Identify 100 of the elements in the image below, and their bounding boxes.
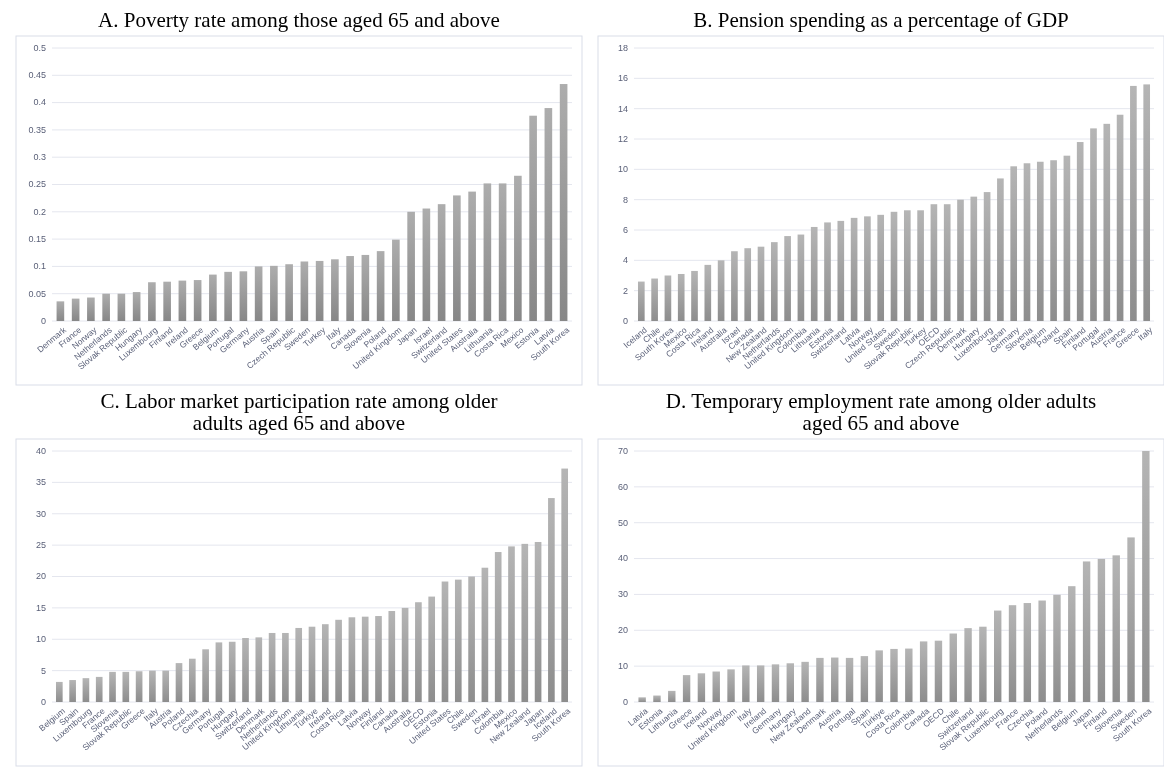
bar [483,183,492,321]
bar [704,264,712,321]
y-tick-label: 14 [617,103,628,114]
bar [348,617,356,702]
bar [638,697,646,702]
bar [300,261,309,321]
bar [1050,160,1057,321]
bar [254,266,263,321]
bar [109,671,116,702]
bar [744,248,752,321]
bar [508,546,515,702]
y-tick-label: 70 [617,445,628,456]
bar [242,638,249,702]
bar [270,265,278,321]
y-tick-label: 40 [35,445,46,456]
bar [162,670,170,702]
bar [1038,600,1046,702]
y-tick-label: 0.2 [33,206,46,217]
y-tick-label: 0.3 [33,152,46,163]
bar [1023,603,1032,702]
bar [1097,558,1106,702]
bar [375,616,382,702]
bar [361,254,370,321]
bar [682,675,691,702]
bar [548,498,555,702]
y-tick-label: 20 [35,571,46,582]
bar [534,541,542,702]
chart-title: B. Pension spending as a percentage of GDP [693,8,1069,32]
bar [331,259,339,321]
bar [919,641,928,702]
chart-title: A. Poverty rate among those aged 65 and above [98,8,500,32]
bar [544,108,553,321]
bar [239,271,248,321]
y-tick-label: 20 [617,625,628,636]
y-tick-label: 0.45 [28,70,46,81]
bar [1036,161,1044,321]
bar [1008,605,1017,702]
bar [824,222,831,321]
bar [514,175,522,321]
bar [422,208,431,321]
bar [1082,561,1091,702]
bar [877,214,885,321]
bar [1130,85,1137,321]
bar [784,236,791,321]
bar [756,665,765,702]
bar [1142,451,1150,702]
bar [282,632,289,702]
y-tick-label: 0.1 [33,261,46,272]
bar [415,602,422,702]
bar [401,607,409,702]
bar [668,690,676,702]
bar [559,84,568,321]
bar [215,642,223,702]
bar [742,665,750,702]
bar [979,626,987,702]
bar [388,611,396,702]
bar [175,663,183,702]
bar [376,251,385,321]
bar [346,256,354,321]
y-tick-label: 0 [40,315,46,326]
bar [224,271,232,321]
bar [930,204,938,321]
bar [917,210,924,321]
bar [653,695,661,702]
bar [970,196,978,321]
y-tick-label: 0 [40,696,46,707]
bar [890,648,898,702]
bar [1143,84,1151,321]
y-tick-label: 0.25 [28,179,46,190]
bar [890,211,898,321]
bar [71,298,80,321]
bar [132,292,141,321]
bar [87,297,95,321]
y-tick-label: 2 [622,285,628,296]
bar [255,637,263,702]
bar [691,270,698,321]
y-tick-label: 18 [617,42,628,53]
bar [994,610,1002,702]
bar [957,199,964,321]
bar [468,191,476,321]
bar [712,671,720,702]
bar [1063,155,1071,321]
bar [117,293,126,321]
y-tick-label: 0.4 [33,97,46,108]
bar [441,581,449,702]
bar [1010,166,1018,321]
y-tick-label: 35 [35,477,46,488]
bar [637,281,645,321]
bar [209,274,217,321]
bar [860,656,869,702]
y-tick-label: 10 [617,164,628,175]
chart-title: C. Labor market participation rate among older adults aged 65 and above [100,389,498,435]
bar [428,596,436,702]
bar [850,217,858,321]
y-tick-label: 0.15 [28,233,46,244]
y-tick-label: 16 [617,73,628,84]
y-tick-label: 0 [622,315,628,326]
y-tick-label: 0.05 [28,288,46,299]
bar [149,670,156,702]
bar [56,301,65,321]
